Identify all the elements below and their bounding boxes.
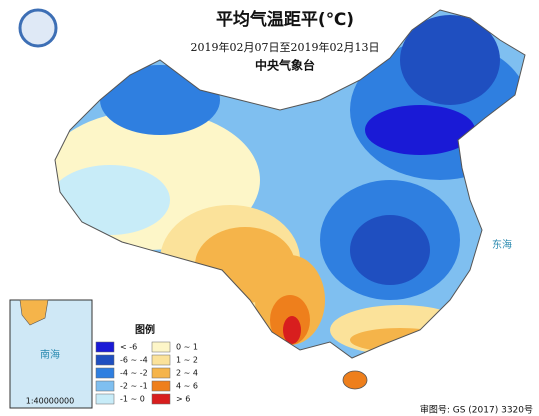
legend-swatch xyxy=(95,393,115,405)
legend-label: -6 ~ -4 xyxy=(120,356,148,365)
legend-swatch xyxy=(151,341,171,353)
legend-label: 4 ~ 6 xyxy=(176,382,198,391)
legend-label: 1 ~ 2 xyxy=(176,356,198,365)
hainan xyxy=(342,370,368,390)
legend-label: -2 ~ -1 xyxy=(120,382,148,391)
approval-number: 审图号: GS (2017) 3320号 xyxy=(420,404,533,416)
inset-land xyxy=(19,299,49,326)
title: 平均气温距平(℃) xyxy=(216,9,354,30)
legend-swatch xyxy=(151,393,171,405)
legend-label: -1 ~ 0 xyxy=(120,395,145,404)
legend-swatch xyxy=(151,354,171,366)
inset-label: 南海 xyxy=(40,348,60,361)
legend-label: < -6 xyxy=(120,343,137,352)
logo xyxy=(18,8,58,48)
legend-title: 图例 xyxy=(135,323,155,336)
legend-label: -4 ~ -2 xyxy=(120,369,148,378)
legend-swatch xyxy=(95,380,115,392)
issuer: 中央气象台 xyxy=(255,58,315,73)
inset-scale: 1:40000000 xyxy=(26,397,75,406)
legend: < -6 -6 ~ -4 -4 ~ -2 -2 ~ -1 -1 ~ 0 0 ~ 1 1 ~ … xyxy=(95,341,198,405)
legend-label: > 6 xyxy=(176,395,190,404)
legend-swatch xyxy=(95,354,115,366)
legend-swatch xyxy=(95,367,115,379)
date-range: 2019年02月07日至2019年02月13日 xyxy=(191,40,380,54)
legend-swatch xyxy=(95,341,115,353)
sea-label: 东海 xyxy=(492,238,512,251)
inset-frame xyxy=(9,299,93,409)
legend-swatch xyxy=(151,380,171,392)
legend-swatch xyxy=(151,367,171,379)
legend-label: 2 ~ 4 xyxy=(176,369,198,378)
legend-label: 0 ~ 1 xyxy=(176,343,198,352)
